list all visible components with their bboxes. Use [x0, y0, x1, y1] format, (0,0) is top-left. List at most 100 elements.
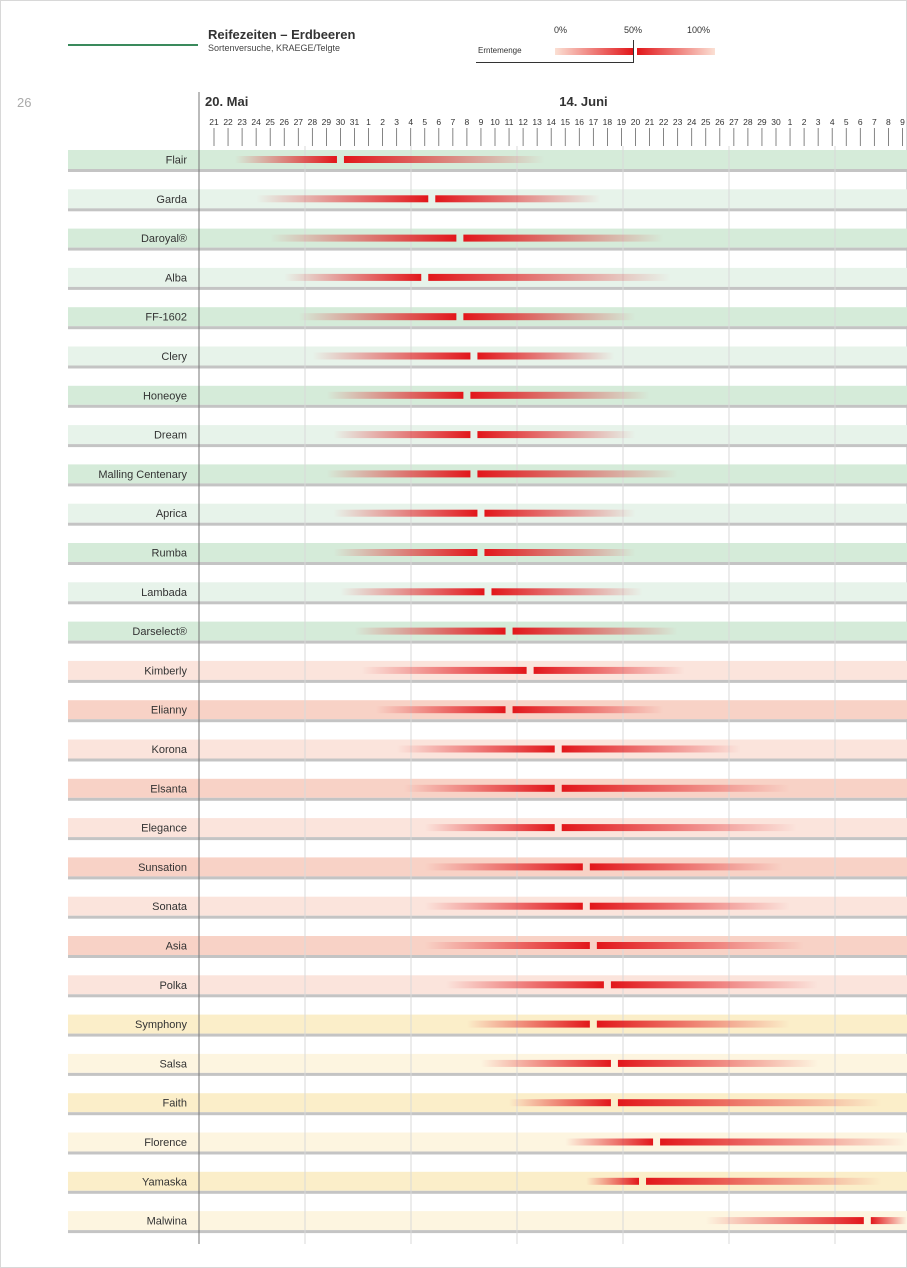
day-label: 28	[743, 117, 753, 127]
variety-bar	[509, 1099, 882, 1107]
variety-label: Symphony	[135, 1019, 187, 1031]
day-label: 18	[603, 117, 613, 127]
row-shadow	[68, 1230, 907, 1234]
month-label: 14. Juni	[559, 94, 607, 109]
harvest-falling	[610, 981, 819, 989]
day-label: 25	[265, 117, 275, 127]
day-label: 24	[687, 117, 697, 127]
variety-bar	[235, 156, 545, 163]
variety-label: Alba	[165, 272, 188, 284]
row-shadow	[68, 601, 907, 605]
variety-bar	[333, 549, 636, 556]
row-shadow	[68, 1112, 907, 1116]
variety-bar	[340, 588, 643, 596]
variety-bar	[333, 509, 636, 517]
variety-label: Dream	[154, 430, 187, 442]
variety-label: Garda	[156, 194, 187, 206]
harvest-falling	[596, 942, 805, 949]
day-label: 3	[394, 117, 399, 127]
day-label: 6	[436, 117, 441, 127]
variety-bar	[424, 863, 784, 871]
variety-label: Rumba	[152, 548, 188, 560]
row-shadow	[68, 994, 907, 998]
harvest-rising	[396, 745, 555, 753]
day-label: 26	[280, 117, 290, 127]
harvest-rising	[445, 981, 604, 989]
row-shadow	[68, 719, 907, 723]
variety-bar	[284, 273, 671, 281]
row-shadow	[68, 1072, 907, 1076]
harvest-falling	[589, 902, 791, 910]
legend-title: Erntemenge	[478, 46, 522, 55]
harvest-rising	[466, 1020, 590, 1028]
day-label: 28	[308, 117, 318, 127]
variety-label: Aprica	[156, 508, 188, 520]
legend-gradient-rising	[555, 48, 633, 55]
variety-bar	[396, 745, 741, 753]
day-label: 30	[771, 117, 781, 127]
day-label: 14	[546, 117, 556, 127]
row-shadow	[68, 326, 907, 330]
day-label: 20	[631, 117, 641, 127]
page-subtitle: Sortenversuche, KRAEGE/Telgte	[208, 43, 341, 53]
harvest-falling	[484, 509, 636, 517]
row-shadow	[68, 640, 907, 644]
day-label: 6	[858, 117, 863, 127]
variety-bar	[312, 352, 615, 360]
harvest-rising	[326, 470, 471, 478]
row-shadow	[68, 286, 907, 290]
harvest-rising	[354, 627, 506, 635]
harvest-rising	[312, 352, 471, 360]
day-label: 5	[844, 117, 849, 127]
variety-label: Elsanta	[150, 783, 188, 795]
variety-bar	[445, 981, 819, 989]
harvest-rising	[424, 863, 583, 871]
day-label: 2	[380, 117, 385, 127]
day-label: 12	[518, 117, 528, 127]
row-shadow	[68, 1190, 907, 1194]
harvest-falling	[533, 666, 685, 674]
harvest-falling	[477, 470, 678, 478]
day-label: 8	[465, 117, 470, 127]
row-shadow	[68, 208, 907, 212]
day-label: 23	[673, 117, 683, 127]
variety-label: Florence	[144, 1137, 187, 1149]
variety-bar	[424, 824, 798, 832]
harvest-rising	[705, 1217, 864, 1225]
harvest-falling	[660, 1138, 907, 1146]
variety-bar	[424, 942, 805, 949]
row-shadow	[68, 837, 907, 841]
harvest-falling	[512, 706, 664, 714]
harvest-falling	[491, 588, 643, 596]
row-shadow	[68, 797, 907, 801]
harvest-falling	[470, 391, 650, 399]
day-label: 29	[322, 117, 332, 127]
row-shadow	[68, 247, 907, 251]
harvest-falling	[596, 1020, 791, 1028]
day-label: 4	[830, 117, 835, 127]
variety-bar	[270, 234, 664, 242]
day-label: 15	[561, 117, 571, 127]
variety-label: Sonata	[152, 901, 188, 913]
variety-bar	[705, 1217, 907, 1225]
harvest-rising	[284, 273, 422, 281]
variety-label: Salsa	[159, 1058, 187, 1070]
variety-bar	[403, 784, 791, 792]
harvest-rising	[565, 1138, 654, 1146]
harvest-rising	[509, 1099, 611, 1107]
day-label: 23	[237, 117, 247, 127]
variety-label: Daroyal®	[141, 233, 187, 245]
variety-label: Malwina	[147, 1216, 188, 1228]
day-label: 3	[816, 117, 821, 127]
variety-bar	[354, 627, 678, 635]
harvest-falling	[463, 313, 636, 321]
variety-label: FF-1602	[145, 312, 187, 324]
day-label: 31	[350, 117, 360, 127]
day-label: 21	[209, 117, 219, 127]
variety-label: Honeoye	[143, 390, 187, 402]
row-background	[68, 1132, 907, 1152]
harvest-falling	[617, 1099, 882, 1107]
harvest-rising	[270, 234, 457, 242]
variety-label: Elegance	[141, 823, 187, 835]
